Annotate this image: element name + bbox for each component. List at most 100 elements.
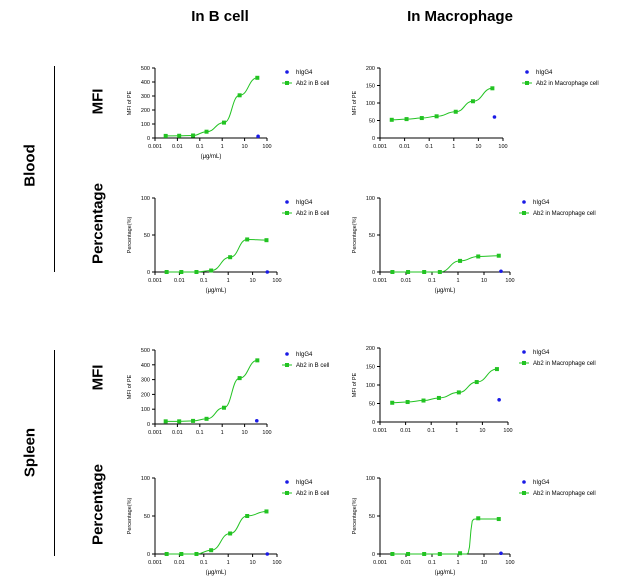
fit-curve xyxy=(166,510,267,555)
y-tick-label: 50 xyxy=(144,514,150,520)
chart-blood-macrophage-mfi: 0 50 100 150 200 0.001 0.01 0.1 1 10 100 MFI of PE h… xyxy=(352,66,599,150)
metric-label-percentage-blood: Percentage xyxy=(89,183,107,264)
y-tick-label: 300 xyxy=(141,378,150,384)
legend-marker-higg4 xyxy=(525,70,529,74)
x-tick-label: 0.1 xyxy=(196,430,204,436)
data-point-ab2 xyxy=(476,254,481,259)
y-tick-label: 200 xyxy=(366,346,375,352)
x-tick-label: 0.1 xyxy=(425,144,433,150)
legend-marker-ab2 xyxy=(285,363,289,367)
x-tick-label: 100 xyxy=(262,430,271,436)
fit-curve xyxy=(392,518,499,555)
y-axis-label: MFI of PE xyxy=(352,372,358,397)
data-point-higg4 xyxy=(265,552,270,556)
data-point-ab2 xyxy=(245,514,250,518)
data-point-ab2 xyxy=(406,270,411,274)
chart-blood-bcell-mfi: 0 100 200 300 400 500 0.001 0.01 0.1 1 10 100 (μg/mL… xyxy=(127,66,329,160)
x-tick-label: 10 xyxy=(242,144,248,150)
data-point-higg4 xyxy=(265,270,270,274)
y-tick-label: 100 xyxy=(141,196,150,202)
legend-label: hIgG4 xyxy=(296,70,313,76)
y-axis-label: MFI of PE xyxy=(127,374,133,399)
data-point-ab2 xyxy=(191,133,196,138)
y-tick-label: 300 xyxy=(141,94,150,100)
data-point-ab2 xyxy=(221,120,226,125)
legend-marker-ab2 xyxy=(522,491,526,495)
y-axis-label: Percentage(%) xyxy=(352,497,358,534)
x-tick-label: 10 xyxy=(481,278,487,284)
y-tick-label: 100 xyxy=(366,476,375,482)
y-tick-label: 50 xyxy=(369,402,375,408)
y-axis-label: MFI of PE xyxy=(127,90,133,115)
x-tick-label: 1 xyxy=(227,560,230,566)
x-axis-label: (μg/mL) xyxy=(206,288,227,294)
y-axis-label: Percentage(%) xyxy=(127,216,133,253)
y-axis-label: Percentage(%) xyxy=(127,497,133,534)
chart-spleen-bcell-mfi: 0 100 200 300 400 500 0.001 0.01 0.1 1 10 100 MFI of… xyxy=(127,348,329,436)
legend-marker-higg4 xyxy=(285,200,289,204)
metric-label-mfi-blood: MFI xyxy=(89,88,107,115)
y-axis-label: MFI of PE xyxy=(352,90,358,115)
y-tick-label: 0 xyxy=(372,420,375,426)
data-point-ab2 xyxy=(209,268,214,273)
legend-marker-higg4 xyxy=(285,70,289,74)
legend-marker-higg4 xyxy=(285,480,289,484)
data-point-ab2 xyxy=(405,400,410,405)
data-point-ab2 xyxy=(389,117,394,122)
legend-label: Ab2 in Macrophage cell xyxy=(533,211,596,217)
data-point-ab2 xyxy=(245,237,250,242)
data-point-ab2 xyxy=(476,516,481,521)
legend-marker-ab2 xyxy=(285,211,289,215)
x-tick-label: 1 xyxy=(221,430,224,436)
legend-marker-ab2 xyxy=(522,361,526,365)
legend-marker-higg4 xyxy=(522,200,526,204)
data-point-ab2 xyxy=(421,398,426,403)
data-point-ab2 xyxy=(437,270,442,274)
legend-label: hIgG4 xyxy=(533,200,550,206)
fit-curve xyxy=(165,77,258,137)
y-tick-label: 400 xyxy=(141,80,150,86)
data-point-ab2 xyxy=(494,367,499,372)
x-tick-label: 100 xyxy=(505,560,514,566)
x-axis-label: (μg/mL) xyxy=(435,288,456,294)
data-point-ab2 xyxy=(237,376,242,381)
y-tick-label: 500 xyxy=(141,348,150,354)
column-title-b-cell: In B cell xyxy=(191,8,249,25)
data-point-ab2 xyxy=(228,255,233,260)
y-tick-label: 0 xyxy=(147,136,150,142)
data-point-ab2 xyxy=(177,419,182,424)
data-point-ab2 xyxy=(436,395,441,400)
x-tick-label: 0.01 xyxy=(400,428,411,434)
spleen-bracket-line xyxy=(54,350,55,556)
y-tick-label: 50 xyxy=(369,514,375,520)
x-tick-label: 1 xyxy=(456,278,459,284)
legend-label: Ab2 in B cell xyxy=(296,211,329,217)
fit-curve xyxy=(166,238,267,273)
x-tick-label: 100 xyxy=(272,278,281,284)
metric-label-mfi-spleen: MFI xyxy=(89,364,107,391)
data-point-ab2 xyxy=(453,109,458,114)
data-point-higg4 xyxy=(497,398,501,402)
x-tick-label: 0.001 xyxy=(373,560,387,566)
legend-label: hIgG4 xyxy=(296,480,313,486)
legend-label: hIgG4 xyxy=(296,352,313,358)
data-point-ab2 xyxy=(264,509,269,514)
blood-bracket-line xyxy=(54,66,55,272)
legend-marker-higg4 xyxy=(285,352,289,356)
chart-blood-bcell-percentage: 0 50 100 0.001 0.01 0.1 1 10 100 (μg/mL) Percentag… xyxy=(127,196,329,294)
y-tick-label: 100 xyxy=(141,122,150,128)
legend-marker-higg4 xyxy=(522,350,526,354)
data-point-ab2 xyxy=(422,270,427,274)
data-point-ab2 xyxy=(390,400,395,405)
data-point-ab2 xyxy=(470,99,475,104)
data-point-ab2 xyxy=(434,114,439,119)
data-point-ab2 xyxy=(255,358,260,363)
x-tick-label: 0.01 xyxy=(174,560,185,566)
x-tick-label: 0.01 xyxy=(399,144,410,150)
y-tick-label: 100 xyxy=(366,101,375,107)
fit-curve xyxy=(392,368,497,404)
y-tick-label: 100 xyxy=(141,476,150,482)
legend-label: hIgG4 xyxy=(296,200,313,206)
y-tick-label: 100 xyxy=(366,196,375,202)
fit-curve xyxy=(392,255,499,273)
